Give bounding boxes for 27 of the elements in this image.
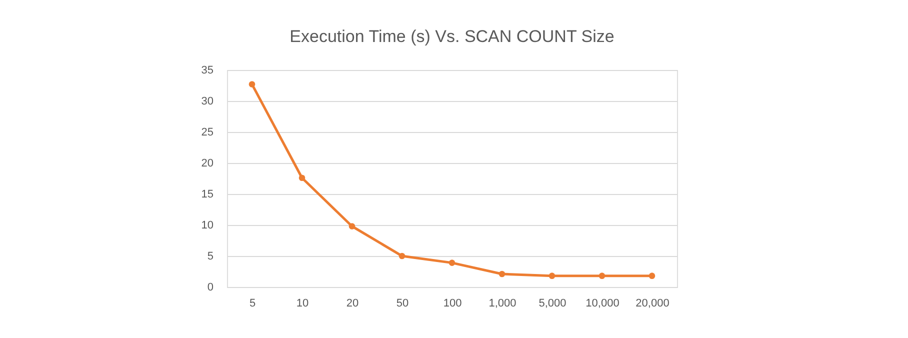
point [248,81,256,88]
x-tick-label: 100 [443,298,462,310]
y-tick-label: 10 [201,220,214,232]
x-tick-label: 20,000 [636,298,670,310]
x-tick-label: 5 [249,298,256,310]
point [448,260,456,266]
x-tick-label: 50 [396,298,409,310]
x-tick-label: 5,000 [538,298,566,310]
y-tick-label: 15 [201,188,214,200]
point [598,272,606,279]
point [398,252,406,260]
y-tick-label: 20 [201,158,214,170]
point [298,174,306,182]
y-tick-label: 0 [207,282,214,294]
y-tick-label: 30 [201,96,214,108]
y-tick-label: 35 [201,64,214,76]
chart-title: Execution Time (s) Vs. SCAN COUNT Size [290,27,614,46]
x-tick-label: 20 [346,298,359,310]
y-tick-label: 5 [207,250,214,262]
point [498,270,506,278]
x-tick-label: 1,000 [488,298,516,310]
point [548,272,556,279]
x-tick-label: 10,000 [586,298,620,310]
point [348,223,356,230]
y-tick-label: 25 [201,126,214,138]
x-tick-label: 10 [296,298,309,310]
point [648,272,656,279]
